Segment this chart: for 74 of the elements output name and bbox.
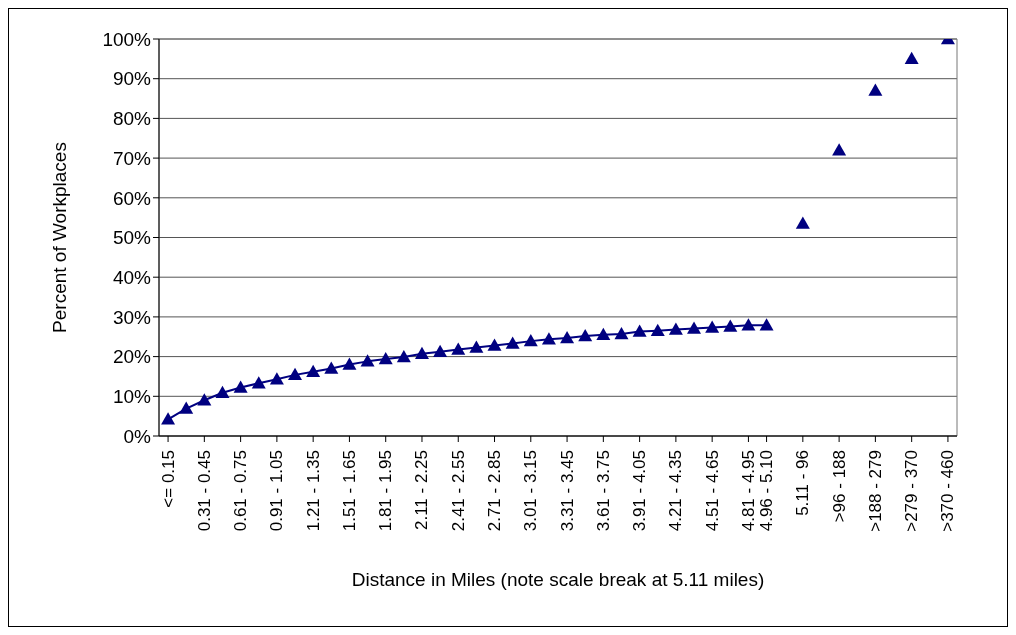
y-tick-label: 90% — [112, 68, 152, 90]
y-tick-label: 10% — [112, 386, 152, 408]
point — [614, 326, 629, 340]
point — [904, 51, 919, 65]
x-tick-label: 1.51 - 1.65 — [339, 450, 359, 532]
x-tick-label: 1.21 - 1.35 — [303, 450, 323, 532]
x-tick-label: 0.91 - 1.05 — [267, 450, 287, 532]
x-tick-label: 2.11 - 2.25 — [412, 450, 432, 531]
x-tick-label: 4.81 - 4.95 — [738, 450, 758, 532]
y-tick-label: 80% — [112, 108, 152, 130]
point — [288, 367, 303, 381]
x-tick-label: >96 - 188 — [829, 450, 849, 523]
point — [868, 83, 883, 96]
point — [233, 380, 248, 393]
point — [487, 338, 502, 351]
point — [795, 216, 810, 229]
x-tick-label: 1.81 - 1.95 — [376, 450, 396, 532]
y-tick-label: 30% — [112, 306, 152, 328]
x-tick-label: >188 - 279 — [865, 450, 885, 532]
y-tick-label: 70% — [112, 147, 152, 169]
point — [832, 143, 847, 156]
x-tick-label: 0.31 - 0.45 — [194, 450, 214, 532]
point — [161, 412, 176, 425]
y-tick-label: 60% — [112, 187, 152, 209]
point — [650, 323, 665, 337]
x-tick-label: 3.01 - 3.15 — [521, 450, 541, 532]
point — [251, 376, 266, 389]
point — [433, 344, 448, 358]
point — [269, 372, 284, 385]
x-tick-label: 2.71 - 2.85 — [485, 450, 505, 532]
point — [179, 401, 194, 414]
point — [396, 350, 411, 363]
point — [759, 318, 774, 331]
x-tick-label: 5.11 - 96 — [793, 450, 813, 516]
point — [541, 332, 556, 345]
x-tick-label: 4.21 - 4.35 — [666, 450, 686, 532]
x-tick-label: 3.61 - 3.75 — [593, 450, 613, 532]
point — [505, 336, 520, 349]
point — [324, 361, 339, 374]
point — [197, 393, 212, 406]
y-tick-label: 40% — [112, 266, 152, 288]
point — [342, 357, 357, 370]
point — [668, 322, 683, 335]
point — [705, 320, 720, 333]
x-axis-title: Distance in Miles (note scale break at 5.11 miles) — [351, 569, 765, 590]
point — [215, 385, 230, 398]
x-tick-label: 3.91 - 4.05 — [630, 450, 650, 532]
point — [414, 346, 429, 360]
point — [687, 321, 702, 334]
point — [523, 334, 538, 347]
point — [632, 324, 647, 337]
point — [723, 319, 738, 332]
x-tick-label: 0.61 - 0.75 — [231, 450, 251, 532]
point — [360, 354, 375, 367]
x-tick-label: 4.96 - 5.10 — [757, 450, 777, 532]
point — [306, 364, 321, 377]
x-tick-label: 4.51 - 4.65 — [702, 450, 722, 532]
y-tick-label: 0% — [123, 425, 152, 447]
x-tick-label: 3.31 - 3.45 — [557, 450, 577, 532]
point — [451, 342, 466, 355]
point — [469, 340, 484, 353]
point — [578, 328, 593, 342]
y-axis-title: Percent of Workplaces — [48, 142, 70, 333]
x-tick-label: >279 - 370 — [902, 450, 922, 532]
point — [596, 327, 611, 341]
y-tick-label: 100% — [102, 28, 152, 50]
x-tick-label: <= 0.15 — [158, 450, 178, 508]
y-tick-label: 20% — [112, 346, 152, 368]
y-tick-label: 50% — [112, 227, 152, 249]
x-tick-label: 2.41 - 2.55 — [448, 450, 468, 532]
point — [741, 318, 756, 331]
point — [378, 351, 393, 365]
point — [560, 330, 575, 344]
x-tick-label: >370 - 460 — [938, 450, 958, 532]
